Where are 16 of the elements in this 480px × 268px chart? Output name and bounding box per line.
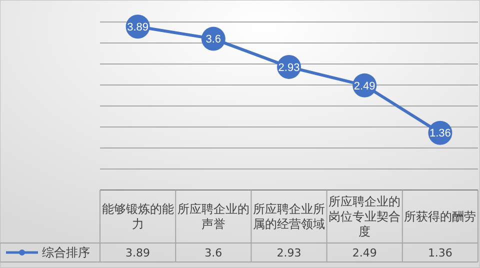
x-tick-label: 所应聘企业所属的经营领域 <box>253 202 325 232</box>
data-label: 2.93 <box>276 246 302 260</box>
x-tick-label: 能够锻炼的能力 <box>102 202 174 232</box>
text: 3.89 <box>127 21 149 34</box>
data-label: 2.49 <box>352 246 377 260</box>
x-tick-label: 所应聘企业的声誉 <box>177 202 250 232</box>
data-label: 3.6 <box>204 246 222 260</box>
text: 2.93 <box>278 62 300 74</box>
data-label: 1.36 <box>428 246 452 260</box>
x-tick-label: 所应聘企业的岗位专业契合度 <box>328 194 401 239</box>
x-tick-label: 所获得的酬劳 <box>404 210 476 224</box>
legend-label: 综合排序 <box>42 246 90 260</box>
text: 2.49 <box>354 80 376 92</box>
data-label: 3.89 <box>126 246 150 260</box>
text: 3.6 <box>206 34 222 46</box>
text: 1.36 <box>429 128 451 140</box>
